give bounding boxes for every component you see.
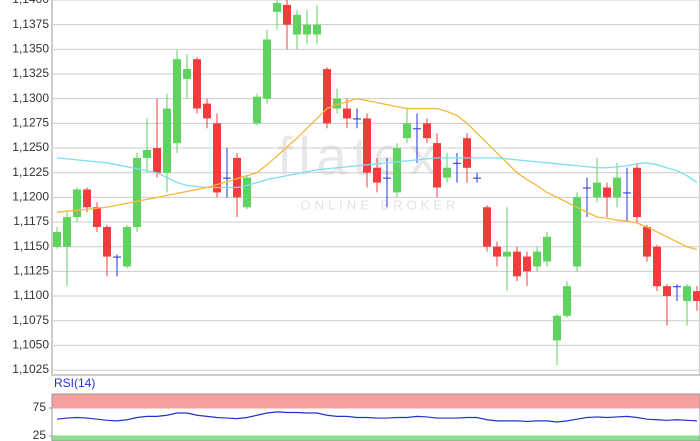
candle-body bbox=[563, 286, 571, 316]
candle-body bbox=[283, 4, 291, 25]
candle-body bbox=[543, 236, 551, 262]
candle-body bbox=[523, 256, 531, 272]
candle-body bbox=[383, 177, 391, 179]
candle-body bbox=[213, 123, 221, 193]
candle-body bbox=[113, 256, 121, 258]
candle-body bbox=[123, 226, 131, 267]
candle-body bbox=[693, 291, 700, 301]
y-tick-label: 1,1400 bbox=[12, 0, 49, 6]
candle-body bbox=[233, 157, 241, 198]
y-tick-label: 25 bbox=[33, 428, 47, 441]
candle-body bbox=[613, 177, 621, 198]
watermark-sub: ONLINE BROKER bbox=[301, 197, 460, 212]
y-tick-label: 1,1300 bbox=[12, 91, 49, 105]
candle-body bbox=[253, 96, 261, 124]
y-tick-label: 1,1225 bbox=[12, 165, 49, 179]
candle-body bbox=[483, 207, 491, 247]
candle-body bbox=[403, 123, 411, 139]
candle-body bbox=[573, 197, 581, 267]
y-tick-label: 1,1350 bbox=[12, 42, 49, 56]
candle-body bbox=[553, 315, 561, 341]
y-tick-label: 1,1375 bbox=[12, 17, 49, 31]
y-tick-label: 1,1275 bbox=[12, 116, 49, 130]
candle-body bbox=[653, 246, 661, 287]
candle-body bbox=[243, 177, 251, 208]
rsi-band bbox=[51, 435, 700, 441]
candle-body bbox=[323, 69, 331, 124]
candle-body bbox=[93, 207, 101, 227]
candle-body bbox=[393, 148, 401, 193]
y-tick-label: 1,1200 bbox=[12, 190, 49, 204]
candle-body bbox=[203, 103, 211, 119]
candle-body bbox=[413, 128, 421, 130]
candle-body bbox=[423, 123, 431, 139]
candle-body bbox=[533, 251, 541, 267]
candle-body bbox=[73, 189, 81, 218]
candle-body bbox=[663, 286, 671, 297]
candle-body bbox=[163, 108, 171, 173]
rsi-band bbox=[51, 393, 700, 409]
candle-body bbox=[53, 231, 61, 247]
candle-body bbox=[633, 167, 641, 218]
y-tick-label: 1,1075 bbox=[12, 313, 49, 327]
candle-body bbox=[103, 226, 111, 257]
candle-body bbox=[333, 98, 341, 109]
candle-body bbox=[673, 286, 681, 288]
y-tick-label: 1,1175 bbox=[13, 214, 49, 228]
moving-average bbox=[56, 157, 698, 189]
candle-body bbox=[593, 182, 601, 198]
y-tick-label: 1,1025 bbox=[12, 362, 49, 376]
candle-body bbox=[63, 217, 71, 247]
candle-body bbox=[263, 39, 271, 99]
candle-body bbox=[623, 192, 631, 194]
candle-body bbox=[453, 162, 461, 164]
y-tick-label: 1,1050 bbox=[12, 338, 49, 352]
candle-body bbox=[223, 177, 231, 179]
candle-body bbox=[513, 251, 521, 277]
candle-body bbox=[83, 189, 91, 208]
candle-body bbox=[183, 69, 191, 79]
candle-body bbox=[503, 251, 511, 257]
candle-body bbox=[473, 177, 481, 179]
candle-body bbox=[373, 167, 381, 183]
candle-body bbox=[273, 2, 281, 12]
candle-body bbox=[133, 157, 141, 227]
y-tick-label: 75 bbox=[33, 400, 47, 414]
rsi-title: RSI(14) bbox=[54, 376, 95, 390]
candle-body bbox=[433, 143, 441, 188]
candle-body bbox=[353, 118, 361, 120]
y-tick-label: 1,1150 bbox=[13, 239, 49, 253]
candle-body bbox=[173, 59, 181, 144]
watermark: flatex bbox=[277, 126, 442, 186]
candle-body bbox=[313, 24, 321, 35]
candle-body bbox=[193, 59, 201, 109]
y-tick-label: 1,1250 bbox=[12, 140, 49, 154]
candle-body bbox=[683, 286, 691, 301]
y-tick-label: 1,1325 bbox=[12, 66, 49, 80]
candle-body bbox=[463, 138, 471, 168]
rsi-line bbox=[56, 411, 698, 423]
candle-body bbox=[343, 108, 351, 119]
rsi-frame bbox=[51, 393, 700, 441]
candle-body bbox=[443, 167, 451, 178]
candle-body bbox=[303, 24, 311, 35]
moving-average bbox=[56, 98, 698, 251]
candle-body bbox=[583, 187, 591, 189]
plot-frame bbox=[51, 0, 700, 376]
candle-body bbox=[643, 226, 651, 257]
candle-body bbox=[603, 187, 611, 198]
candle-body bbox=[153, 148, 161, 173]
candle-body bbox=[293, 14, 301, 35]
y-tick-label: 1,1100 bbox=[13, 288, 49, 302]
y-tick-label: 1,1125 bbox=[13, 264, 49, 278]
candle-body bbox=[363, 118, 371, 173]
candle-body bbox=[493, 246, 501, 257]
candle-body bbox=[143, 150, 151, 158]
